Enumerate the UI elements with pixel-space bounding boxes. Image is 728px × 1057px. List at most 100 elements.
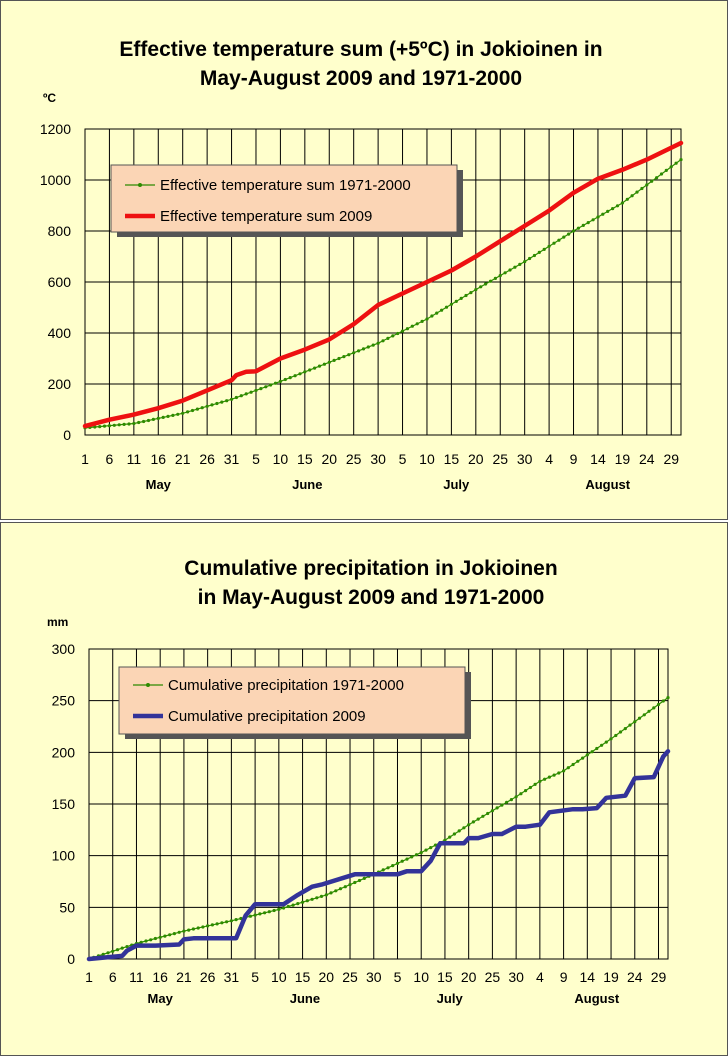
x-tick-label: 10 (273, 451, 289, 467)
series-point-1971-2000 (669, 165, 673, 169)
series-point-1971-2000 (571, 229, 576, 233)
series-point-1971-2000 (637, 716, 642, 720)
series-point-1971-2000 (112, 423, 116, 427)
series-point-1971-2000 (293, 374, 297, 378)
series-point-1971-2000 (552, 773, 556, 777)
series-point-1971-2000 (137, 420, 141, 425)
series-point-1971-2000 (158, 935, 162, 939)
series-point-1971-2000 (125, 945, 129, 949)
series-point-1971-2000 (503, 271, 507, 275)
series-point-1971-2000 (127, 422, 131, 426)
x-tick-label: 4 (536, 969, 544, 985)
series-point-1971-2000 (381, 868, 385, 872)
x-tick-label: 9 (560, 969, 568, 985)
series-point-1971-2000 (319, 894, 324, 898)
series-point-1971-2000 (172, 932, 176, 936)
series-point-1971-2000 (400, 329, 405, 333)
series-point-1971-2000 (215, 401, 219, 406)
series-point-1971-2000 (476, 817, 480, 821)
series-point-1971-2000 (296, 902, 300, 906)
series-point-1971-2000 (528, 785, 533, 790)
series-point-1971-2000 (111, 949, 115, 953)
series-point-1971-2000 (500, 803, 504, 807)
series-point-1971-2000 (310, 897, 314, 901)
y-axis-unit: mm (47, 615, 68, 629)
series-point-1971-2000 (498, 274, 502, 278)
series-point-1971-2000 (102, 424, 107, 428)
series-point-1971-2000 (305, 899, 309, 903)
x-tick-label: 20 (468, 451, 484, 467)
x-tick-label: 30 (508, 969, 524, 985)
series-point-1971-2000 (234, 918, 238, 922)
series-point-1971-2000 (283, 377, 287, 382)
series-point-1971-2000 (571, 762, 575, 767)
series-point-1971-2000 (420, 319, 424, 323)
series-point-1971-2000 (469, 291, 473, 295)
series-point-1971-2000 (376, 341, 380, 345)
y-tick-label: 300 (52, 641, 76, 657)
legend-box (118, 666, 466, 735)
series-point-1971-2000 (106, 951, 110, 955)
series-point-1971-2000 (479, 285, 483, 289)
series-point-1971-2000 (528, 256, 532, 261)
x-tick-label: 24 (627, 969, 643, 985)
series-point-1971-2000 (604, 740, 608, 744)
series-point-1971-2000 (493, 276, 497, 280)
x-tick-label: 15 (444, 451, 460, 467)
x-tick-label: 25 (492, 451, 508, 467)
series-point-1971-2000 (591, 218, 595, 222)
series-point-1971-2000 (171, 413, 175, 417)
x-tick-label: 25 (485, 969, 501, 985)
series-point-1971-2000 (342, 355, 346, 359)
series-point-1971-2000 (590, 750, 594, 754)
series-point-1971-2000 (414, 853, 419, 857)
series-point-1971-2000 (524, 789, 528, 793)
series-point-1971-2000 (166, 414, 170, 418)
y-tick-label: 600 (48, 274, 72, 290)
series-point-1971-2000 (614, 733, 618, 738)
series-point-1971-2000 (454, 299, 458, 303)
series-point-1971-2000 (386, 336, 390, 340)
series-point-1971-2000 (505, 800, 509, 804)
series-point-1971-2000 (117, 423, 121, 427)
series-point-1971-2000 (315, 896, 319, 900)
series-point-1971-2000 (248, 914, 252, 918)
series-point-1971-2000 (623, 727, 627, 731)
series-point-1971-2000 (205, 404, 209, 408)
x-tick-label: 21 (176, 969, 192, 985)
month-label: June (292, 477, 322, 492)
series-point-1971-2000 (464, 293, 468, 298)
series-point-1971-2000 (253, 913, 257, 917)
legend-label-2009: Effective temperature sum 2009 (160, 208, 372, 225)
month-label: July (437, 991, 464, 1006)
series-point-1971-2000 (371, 343, 375, 347)
series-point-1971-2000 (362, 876, 366, 880)
series-point-1971-2000 (474, 288, 478, 292)
series-point-1971-2000 (655, 176, 659, 180)
month-label: May (148, 991, 174, 1006)
month-label: July (443, 477, 470, 492)
series-point-1971-2000 (424, 848, 428, 852)
legend-label-normal: Cumulative precipitation 1971-2000 (168, 677, 404, 694)
series-point-1971-2000 (581, 756, 585, 760)
series-point-1971-2000 (195, 407, 199, 411)
series-point-1971-2000 (661, 699, 665, 703)
series-point-1971-2000 (410, 324, 414, 328)
series-point-1971-2000 (396, 331, 400, 336)
x-tick-label: 9 (570, 451, 578, 467)
series-point-1971-2000 (269, 383, 273, 387)
series-point-1971-2000 (163, 934, 167, 938)
month-label: August (585, 477, 630, 492)
series-point-1971-2000 (459, 296, 463, 300)
series-point-1971-2000 (666, 696, 670, 700)
series-point-1971-2000 (282, 906, 286, 910)
series-point-1971-2000 (258, 912, 262, 916)
y-tick-label: 200 (52, 744, 76, 760)
series-point-1971-2000 (519, 792, 523, 796)
series-point-1971-2000 (533, 782, 537, 786)
x-tick-label: 15 (297, 451, 313, 467)
series-point-1971-2000 (566, 766, 570, 770)
series-point-1971-2000 (581, 223, 585, 227)
series-point-1971-2000 (405, 327, 409, 331)
series-point-1971-2000 (400, 859, 404, 863)
